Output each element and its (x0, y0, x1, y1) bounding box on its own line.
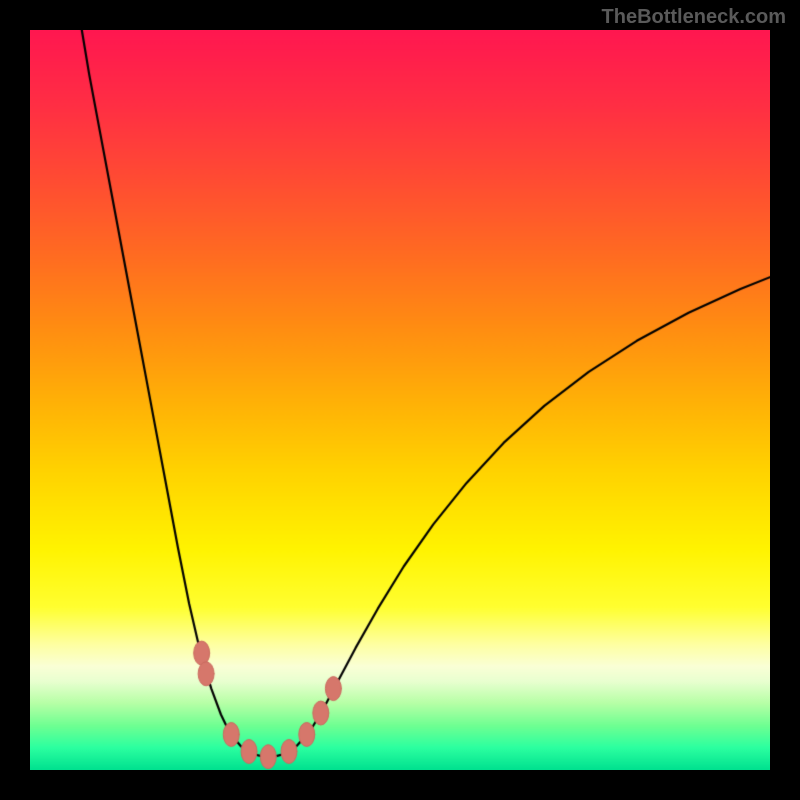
plot-area (30, 30, 770, 770)
bottleneck-curve-canvas (30, 30, 770, 770)
watermark-text: TheBottleneck.com (602, 6, 786, 29)
